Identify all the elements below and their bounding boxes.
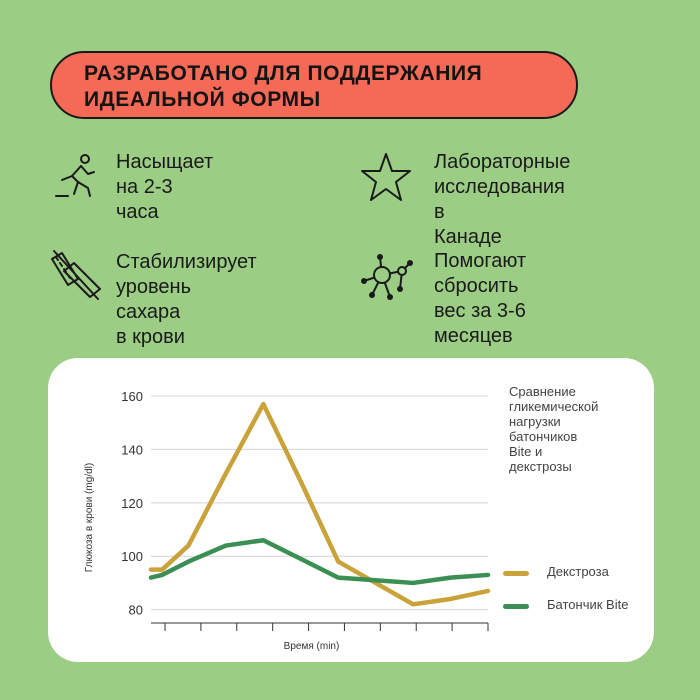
series-line-0 <box>148 401 491 607</box>
star-icon <box>361 153 411 201</box>
chart-card: 80 100 120 140 160 Время (min) Глюкоза в крови… <box>48 358 654 662</box>
y-tick-label: 100 <box>121 549 143 564</box>
feature-satiety-text: Насыщает на 2-3 часа <box>116 151 214 223</box>
y-tick-label: 120 <box>121 496 143 511</box>
glucose-chart: 80 100 120 140 160 Время (min) Глюкоза в крови… <box>84 389 491 652</box>
feature-lab-research-text: Лабораторные исследования в Канаде <box>434 151 571 248</box>
headline-banner: РАЗРАБОТАНО ДЛЯ ПОДДЕРЖАНИЯ ИДЕАЛЬНОЙ ФО… <box>50 51 578 119</box>
y-axis-label: Глюкоза в крови (mg/dl) <box>84 463 95 572</box>
y-tick-label: 160 <box>121 389 143 404</box>
y-tick-label: 80 <box>129 603 143 618</box>
chart-description: Сравнение гликемической нагрузки батончи… <box>509 384 599 474</box>
series-line-1 <box>148 537 491 586</box>
feature-blood-sugar-text: Стабилизирует уровень сахара в крови <box>116 251 257 348</box>
y-tick-label: 140 <box>121 442 143 457</box>
feature-weight-loss-text: Помогают сбросить вес за 3-6 месяцев <box>434 250 527 347</box>
legend-label-dextrose: Декстроза <box>547 564 609 579</box>
headline-line-1: РАЗРАБОТАНО ДЛЯ ПОДДЕРЖАНИЯ <box>84 62 483 85</box>
legend-swatch-dextrose <box>503 571 529 576</box>
ruler-scale-icon <box>51 250 101 300</box>
headline-line-2: ИДЕАЛЬНОЙ ФОРМЫ <box>84 88 321 111</box>
x-axis-label: Время (min) <box>284 641 340 652</box>
legend-label-bite-bar: Батончик Bite <box>547 597 629 612</box>
molecule-icon <box>361 254 413 300</box>
legend-swatch-bite-bar <box>503 604 529 609</box>
runner-icon <box>55 154 95 197</box>
